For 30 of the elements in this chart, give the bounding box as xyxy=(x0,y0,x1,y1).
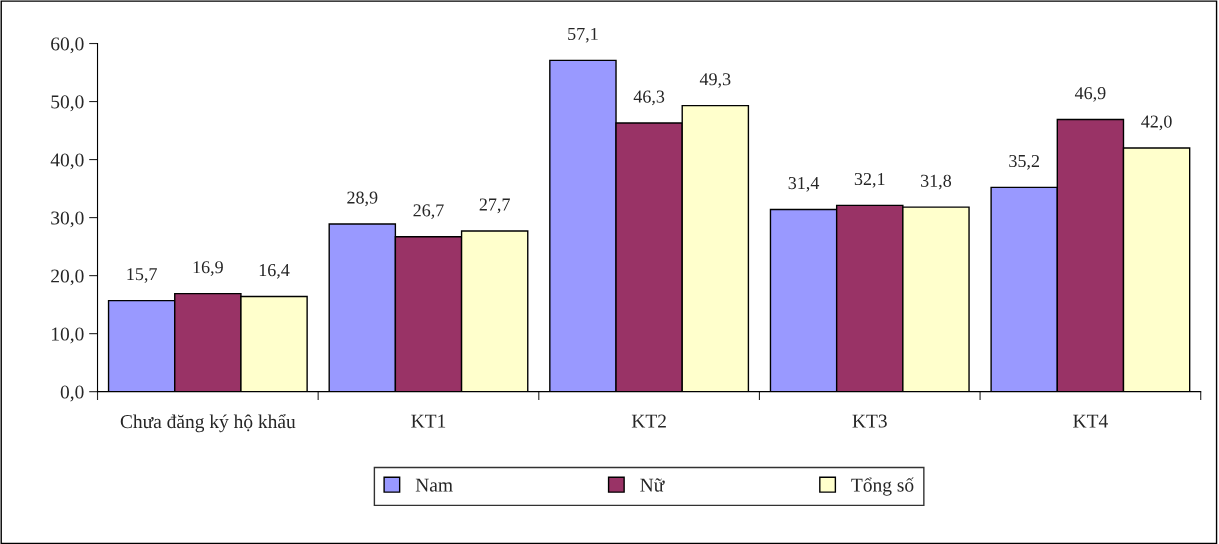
data-label: 26,7 xyxy=(413,204,444,220)
legend-label: Tổng số xyxy=(851,477,914,496)
data-label: 49,3 xyxy=(699,73,731,88)
y-tick-label: 50,0 xyxy=(51,95,84,112)
data-label: 16,9 xyxy=(193,261,223,276)
y-tick-label: 20,0 xyxy=(51,269,84,286)
data-label: 16,4 xyxy=(259,264,290,279)
x-tick-label: Chưa đăng ký hộ khẩu xyxy=(120,413,296,433)
y-tick-label: 40,0 xyxy=(50,153,84,170)
x-tick-label: KT3 xyxy=(852,414,887,428)
y-tick-label: 30,0 xyxy=(51,211,84,228)
data-label: 31,8 xyxy=(921,174,952,190)
data-label: 27,7 xyxy=(479,198,510,214)
data-label: 42,0 xyxy=(1141,115,1172,131)
x-tick-label: KT4 xyxy=(1073,414,1108,428)
data-label: 28,9 xyxy=(347,191,378,207)
legend-label: Nam xyxy=(415,478,453,492)
x-tick-label: KT2 xyxy=(631,414,666,428)
data-label: 46,3 xyxy=(633,90,665,106)
legend-label: Nữ xyxy=(640,478,665,492)
y-tick-label: 0,0 xyxy=(60,385,84,402)
data-label: 57,1 xyxy=(568,27,598,43)
y-tick-label: 60,0 xyxy=(51,37,84,54)
y-tick-label: 10,0 xyxy=(52,327,84,344)
data-label: 35,2 xyxy=(1009,154,1040,170)
x-tick-label: KT1 xyxy=(411,414,446,428)
data-label: 32,1 xyxy=(854,172,885,188)
data-label: 46,9 xyxy=(1074,87,1106,102)
data-label: 15,7 xyxy=(127,268,157,283)
data-label: 31,4 xyxy=(788,177,820,192)
